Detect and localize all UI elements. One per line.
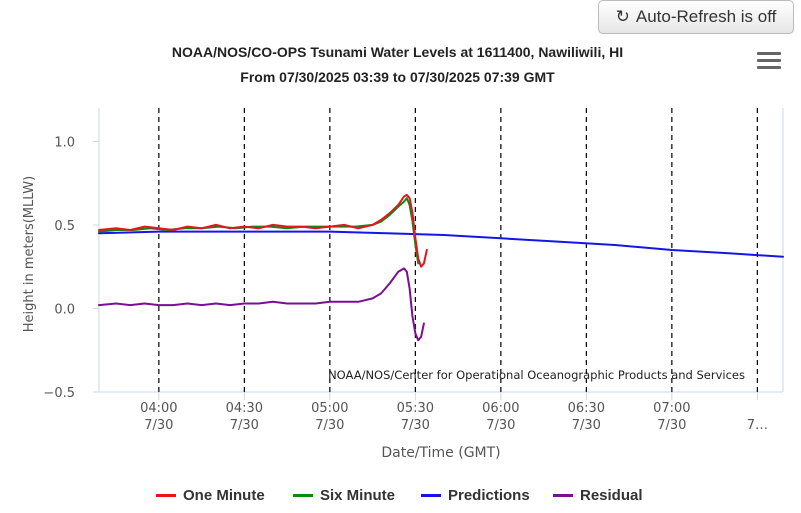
legend-swatch (293, 494, 313, 497)
x-tick-label-time: 05:30 (397, 401, 434, 416)
x-tick-label-date: 7/30 (144, 418, 173, 433)
refresh-icon: ↻ (615, 7, 630, 26)
legend-swatch (553, 494, 573, 497)
y-tick-label: 1.0 (54, 135, 75, 150)
legend-item-six-minute[interactable]: Six Minute (293, 487, 395, 504)
chart-title: NOAA/NOS/CO-OPS Tsunami Water Levels at … (171, 44, 624, 60)
series-line-residual (98, 267, 425, 342)
x-tick-label-date: 7/30 (230, 418, 259, 433)
auto-refresh-label: Auto-Refresh is off (635, 7, 777, 26)
x-tick-label-date: 7/30 (315, 418, 344, 433)
chart-legend: One Minute Six Minute Predictions Residual (0, 487, 801, 509)
hamburger-menu-icon[interactable] (757, 52, 781, 72)
auto-refresh-button[interactable]: ↻ Auto-Refresh is off (598, 0, 794, 34)
legend-swatch (421, 494, 441, 497)
x-tick-label-date: 7/30 (401, 418, 430, 433)
x-tick-label-time: 04:00 (140, 401, 177, 416)
x-tick-label-time: 04:30 (226, 401, 263, 416)
x-tick-label-date: 7/30 (657, 418, 686, 433)
legend-label: Predictions (448, 487, 530, 504)
y-axis-title: Height in meters(MLLW) (22, 176, 37, 332)
y-tick-label: −0.5 (43, 386, 75, 401)
x-tick-label-date: 7/30 (486, 418, 515, 433)
chart-credit: NOAA/NOS/Center for Operational Oceanogr… (328, 368, 745, 382)
legend-label: One Minute (183, 487, 265, 504)
legend-label: Residual (580, 487, 643, 504)
x-tick-label-date: 7/30 (572, 418, 601, 433)
series-line-one-minute (98, 193, 428, 268)
legend-item-predictions[interactable]: Predictions (421, 487, 530, 504)
x-tick-label-date: 7… (747, 418, 768, 433)
legend-swatch (156, 494, 176, 497)
legend-item-one-minute[interactable]: One Minute (156, 487, 265, 504)
x-tick-label-time: 06:00 (482, 401, 519, 416)
x-tick-label-time: 05:00 (311, 401, 348, 416)
x-tick-label-time: 06:30 (568, 401, 605, 416)
x-axis-title: Date/Time (GMT) (381, 445, 500, 461)
series-line-predictions (98, 230, 784, 258)
legend-label: Six Minute (320, 487, 396, 504)
y-tick-label: 0.5 (54, 219, 75, 234)
chart-svg: −0.5 0.0 0.5 1.0 04:00 7/30 04:30 7/30 05:00 7/30… (22, 108, 784, 461)
legend-item-residual[interactable]: Residual (553, 487, 643, 504)
x-tick-label-time: 07:00 (653, 401, 690, 416)
y-tick-label: 0.0 (54, 302, 75, 317)
chart-subtitle: From 07/30/2025 03:39 to 07/30/2025 07:3… (240, 69, 555, 85)
